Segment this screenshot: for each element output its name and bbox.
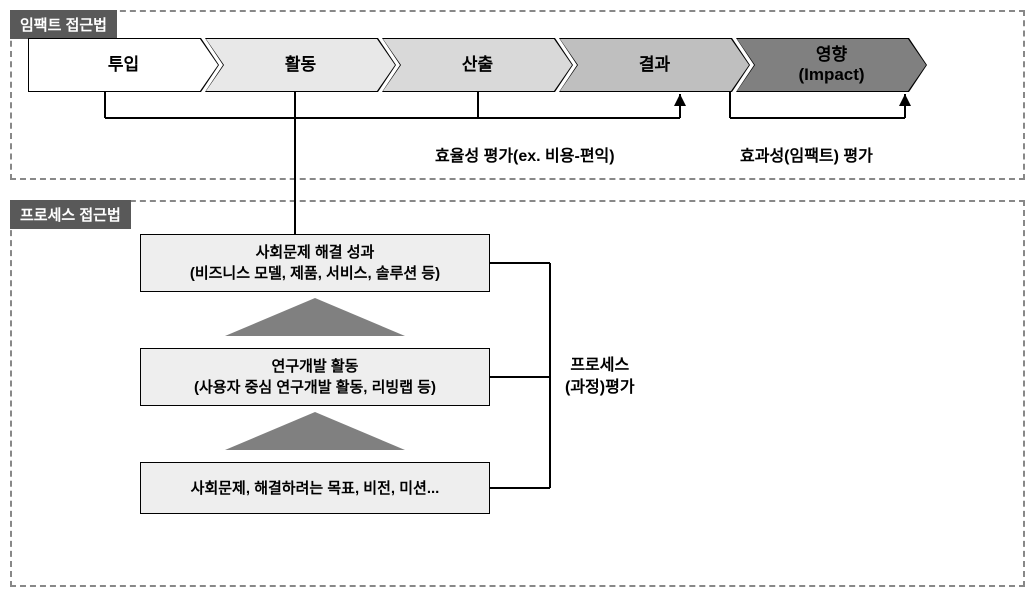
chevron-stage: 산출 [382,38,573,92]
process-box: 연구개발 활동(사용자 중심 연구개발 활동, 리빙랩 등) [140,348,490,406]
process-box: 사회문제, 해결하려는 목표, 비전, 미션... [140,462,490,514]
process-box-subtitle: (사용자 중심 연구개발 활동, 리빙랩 등) [194,377,436,398]
efficiency-evaluation-label: 효율성 평가(ex. 비용-편익) [435,142,615,166]
process-box-title: 사회문제 해결 성과 [256,242,375,263]
chevron-label: 산출 [462,55,493,75]
chevron-stage: 결과 [559,38,750,92]
process-box-title: 연구개발 활동 [272,356,359,377]
up-arrow-icon [225,412,405,450]
process-box-title: 사회문제, 해결하려는 목표, 비전, 미션... [191,478,440,499]
impact-panel-label: 임팩트 접근법 [10,10,117,39]
chevron-label: 영향 (Impact) [798,45,864,86]
chevron-label: 결과 [639,55,670,75]
diagram-root: 임팩트 접근법 프로세스 접근법 투입 활동 산출 결과 영향 (Impact) 효율성… [10,10,1025,587]
chevron-stage: 투입 [28,38,219,92]
chevron-stage: 영향 (Impact) [736,38,927,92]
chevron-label: 투입 [108,55,139,75]
process-box-subtitle: (비즈니스 모델, 제품, 서비스, 솔루션 등) [190,263,440,284]
process-evaluation-label: 프로세스 (과정)평가 [565,355,635,400]
effectiveness-evaluation-label: 효과성(임팩트) 평가 [740,142,873,166]
process-box: 사회문제 해결 성과(비즈니스 모델, 제품, 서비스, 솔루션 등) [140,234,490,292]
process-panel-label: 프로세스 접근법 [10,200,131,229]
chevron-label: 활동 [285,55,316,75]
chevron-stage: 활동 [205,38,396,92]
up-arrow-icon [225,298,405,336]
logic-model-chevrons: 투입 활동 산출 결과 영향 (Impact) [28,38,927,92]
